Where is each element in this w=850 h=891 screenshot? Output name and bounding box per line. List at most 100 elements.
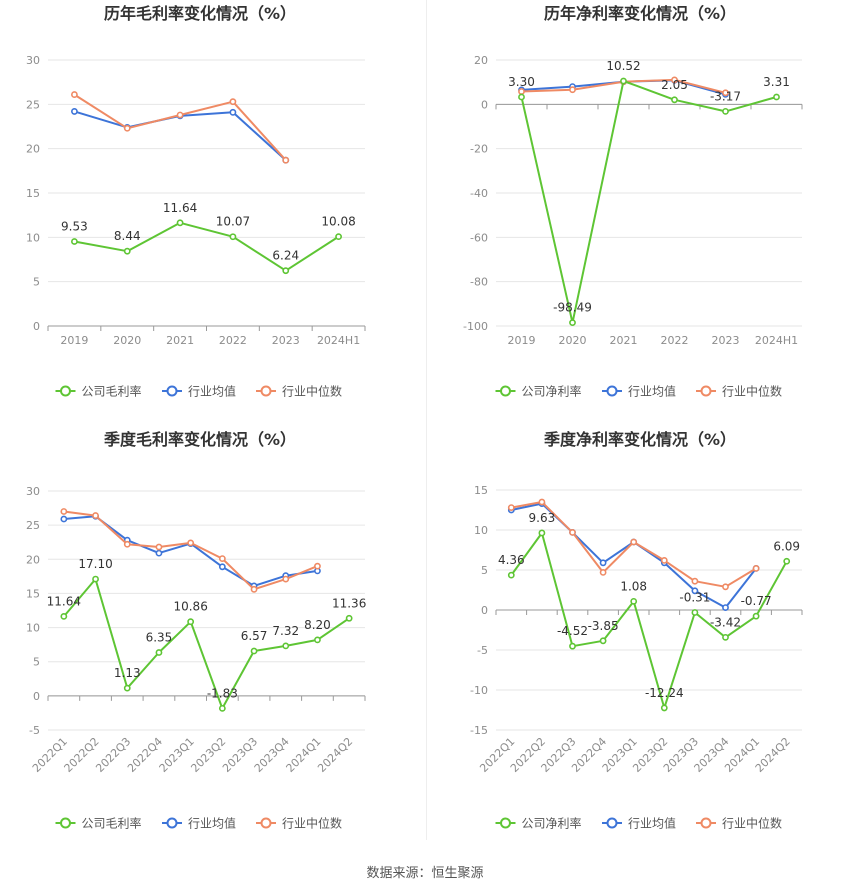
data-point [229, 98, 237, 106]
data-point [722, 633, 729, 641]
data-point [691, 587, 699, 595]
data-label: 3.31 [763, 75, 790, 89]
data-point [314, 562, 321, 570]
y-tick-label: -15 [470, 724, 488, 737]
y-tick-label: 10 [26, 622, 40, 635]
legend-item[interactable]: 公司净利率 [495, 816, 582, 831]
panel-divider [426, 0, 427, 840]
data-label: 1.13 [114, 666, 141, 680]
data-point [630, 597, 638, 605]
x-tick-label: 2023 [712, 334, 740, 347]
data-label: 2.05 [661, 78, 688, 92]
legend-label: 公司毛利率 [82, 816, 142, 831]
x-tick-label: 2020 [113, 334, 141, 347]
y-tick-label: -5 [29, 724, 40, 737]
data-point [599, 559, 607, 567]
y-tick-label: 25 [26, 98, 40, 111]
data-point [569, 319, 576, 327]
chart-annual-net-margin: 历年净利率变化情况（%） -100 -80 -60 -40 -20 0 20 2019 2020 2… [427, 0, 850, 420]
data-point [71, 238, 78, 245]
legend-item[interactable]: 公司毛利率 [55, 816, 142, 831]
legend-item[interactable]: 行业均值 [602, 384, 676, 399]
legend-swatch-marker [166, 817, 178, 829]
data-point [507, 504, 515, 511]
data-label: 10.08 [321, 215, 355, 229]
legend-item[interactable]: 公司毛利率 [55, 384, 142, 399]
data-point [660, 704, 668, 712]
data-label: 9.53 [61, 220, 88, 234]
legend-item[interactable]: 行业中位数 [256, 384, 342, 399]
legend-item[interactable]: 行业均值 [162, 816, 236, 831]
chart-title: 历年毛利率变化情况（%） [104, 4, 296, 23]
data-label: 17.10 [78, 557, 112, 571]
legend-item[interactable]: 行业中位数 [696, 816, 782, 831]
chart-svg: 季度净利率变化情况（%）-15-10-50510152022Q12022Q220… [470, 430, 803, 831]
data-point [569, 529, 576, 536]
y-tick-label: 10 [26, 231, 40, 244]
x-tick-label: 2020 [559, 334, 587, 347]
y-tick-label: 5 [481, 564, 488, 577]
data-point [155, 543, 163, 551]
legend-swatch-marker [260, 817, 272, 829]
data-point [599, 637, 607, 645]
data-point [538, 498, 546, 506]
series-line-0 [74, 221, 340, 272]
data-point [518, 88, 525, 95]
legend-item[interactable]: 行业均值 [602, 816, 676, 831]
legend-swatch-marker [606, 385, 618, 397]
data-label: -1.83 [207, 686, 238, 700]
data-point [176, 219, 184, 227]
legend-label: 行业中位数 [722, 816, 782, 831]
x-tick-label: 2021 [610, 334, 638, 347]
chart-title: 季度毛利率变化情况（%） [103, 430, 296, 449]
data-source-note: 数据来源：恒生聚源 [366, 866, 484, 881]
y-tick-label: 5 [33, 656, 40, 669]
data-label: 1.08 [620, 579, 647, 593]
data-point [783, 557, 791, 565]
data-point [691, 609, 699, 616]
y-tick-label: 0 [33, 690, 40, 703]
chart-svg: 历年净利率变化情况（%） -100 -80 -60 -40 -20 0 20 2019 2020 2… [463, 4, 803, 399]
data-point [250, 647, 258, 655]
legend-label: 公司毛利率 [82, 384, 142, 399]
y-tick-label: -40 [470, 187, 488, 200]
legend-item[interactable]: 行业中位数 [696, 384, 782, 399]
data-point [60, 515, 68, 523]
y-tick-label: 20 [26, 553, 40, 566]
legend-item[interactable]: 行业中位数 [256, 816, 342, 831]
data-point [752, 564, 760, 572]
data-label: -4.52 [557, 624, 588, 638]
data-point [218, 563, 226, 571]
data-label: 6.09 [773, 539, 800, 553]
chart-quarterly-net-margin: 季度净利率变化情况（%） -15 -10 -5 0 5 10 15 2022Q1 2022Q2 20… [427, 421, 850, 840]
data-label: 4.36 [498, 553, 525, 567]
y-tick-label: -100 [463, 320, 488, 333]
y-tick-label: -10 [470, 684, 488, 697]
legend-swatch-marker [606, 817, 618, 829]
legend-item[interactable]: 公司净利率 [495, 384, 582, 399]
data-label: 10.07 [216, 215, 250, 229]
data-label: 11.64 [163, 201, 197, 215]
legend-item[interactable]: 行业均值 [162, 384, 236, 399]
series-line-1 [63, 515, 318, 587]
chart-svg: 季度毛利率变化情况（%）-50510152025302022Q12022Q220… [26, 430, 366, 831]
data-point [187, 539, 195, 547]
data-point [229, 108, 237, 116]
data-point [123, 124, 131, 132]
legend-swatch-marker [166, 385, 178, 397]
data-point [722, 583, 729, 591]
data-point [507, 571, 515, 579]
data-label: 7.32 [272, 624, 299, 638]
legend-label: 行业均值 [188, 816, 236, 831]
legend-label: 行业中位数 [282, 816, 342, 831]
data-label: 11.64 [47, 594, 81, 608]
data-point [123, 540, 131, 548]
data-point [187, 618, 195, 626]
y-tick-label: 25 [26, 519, 40, 532]
data-label: 10.52 [606, 59, 640, 73]
data-label: 11.36 [332, 596, 366, 610]
y-tick-label: 30 [26, 54, 40, 67]
y-tick-label: 0 [481, 604, 488, 617]
y-tick-label: -5 [477, 644, 488, 657]
data-point [620, 77, 627, 85]
